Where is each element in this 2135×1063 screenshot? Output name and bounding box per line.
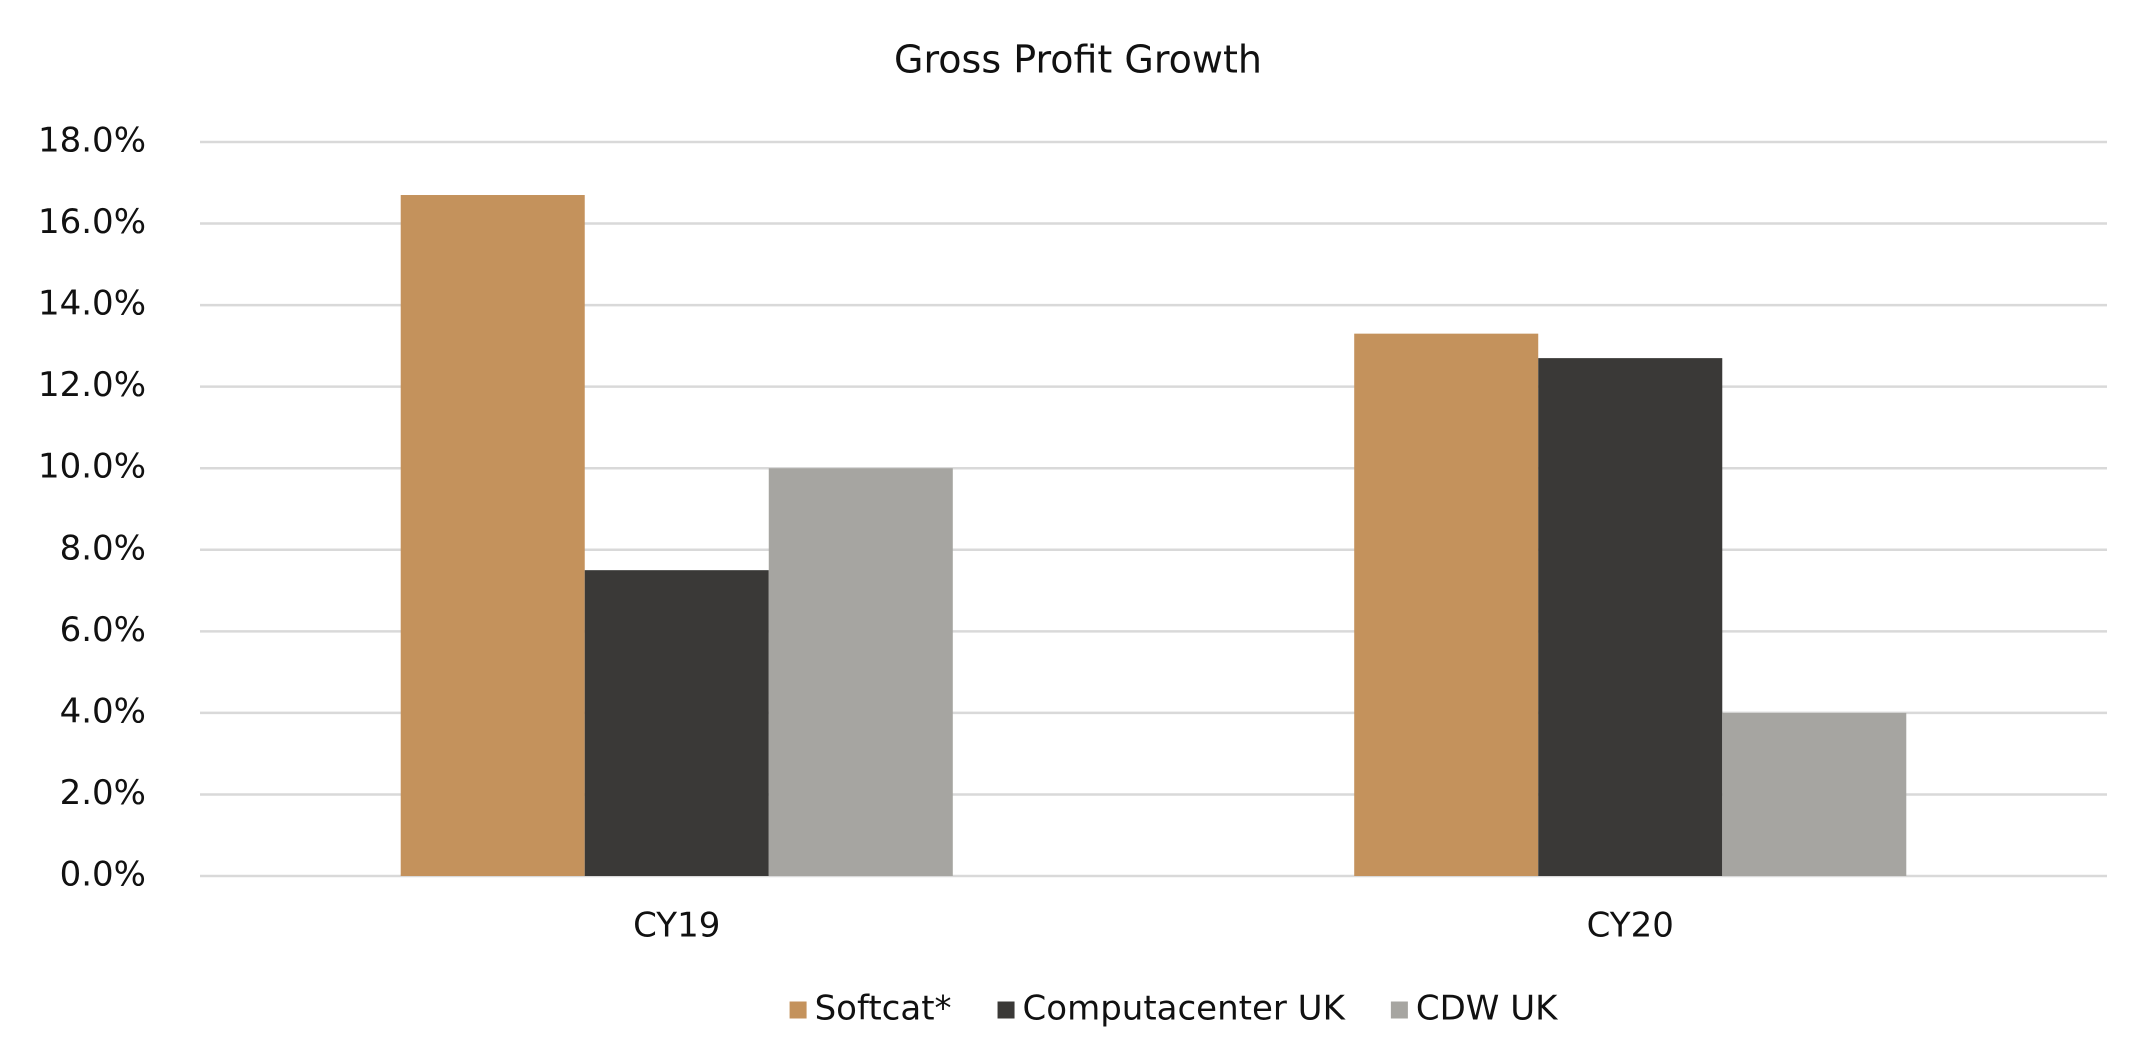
legend-item: CDW UK bbox=[1390, 989, 1559, 1029]
bar bbox=[768, 468, 953, 876]
y-tick-label: 16.0% bbox=[38, 202, 146, 242]
bar bbox=[1538, 358, 1723, 877]
chart-title: Gross Profit Growth bbox=[894, 38, 1262, 82]
y-tick-label: 6.0% bbox=[60, 610, 146, 650]
legend-label: Softcat* bbox=[815, 989, 952, 1029]
y-tick-label: 8.0% bbox=[60, 528, 146, 568]
legend-label: CDW UK bbox=[1416, 989, 1559, 1029]
legend-swatch bbox=[789, 1001, 807, 1019]
y-tick-label: 12.0% bbox=[38, 365, 146, 405]
bar bbox=[400, 195, 585, 876]
bar bbox=[1354, 333, 1539, 877]
y-tick-label: 2.0% bbox=[60, 773, 146, 813]
y-tick-label: 18.0% bbox=[38, 121, 146, 161]
y-tick-label: 14.0% bbox=[38, 284, 146, 324]
legend-label: Computacenter UK bbox=[1023, 989, 1347, 1029]
x-tick-label: CY20 bbox=[1587, 906, 1674, 946]
x-tick-label: CY19 bbox=[633, 906, 720, 946]
legend-swatch bbox=[997, 1001, 1015, 1019]
bar bbox=[584, 570, 769, 876]
legend-swatch bbox=[1390, 1001, 1408, 1019]
y-tick-label: 10.0% bbox=[38, 447, 146, 487]
legend-item: Computacenter UK bbox=[997, 989, 1347, 1029]
legend-item: Softcat* bbox=[789, 989, 952, 1029]
bar bbox=[1722, 712, 1907, 876]
y-tick-label: 0.0% bbox=[60, 855, 146, 895]
y-tick-label: 4.0% bbox=[60, 691, 146, 731]
